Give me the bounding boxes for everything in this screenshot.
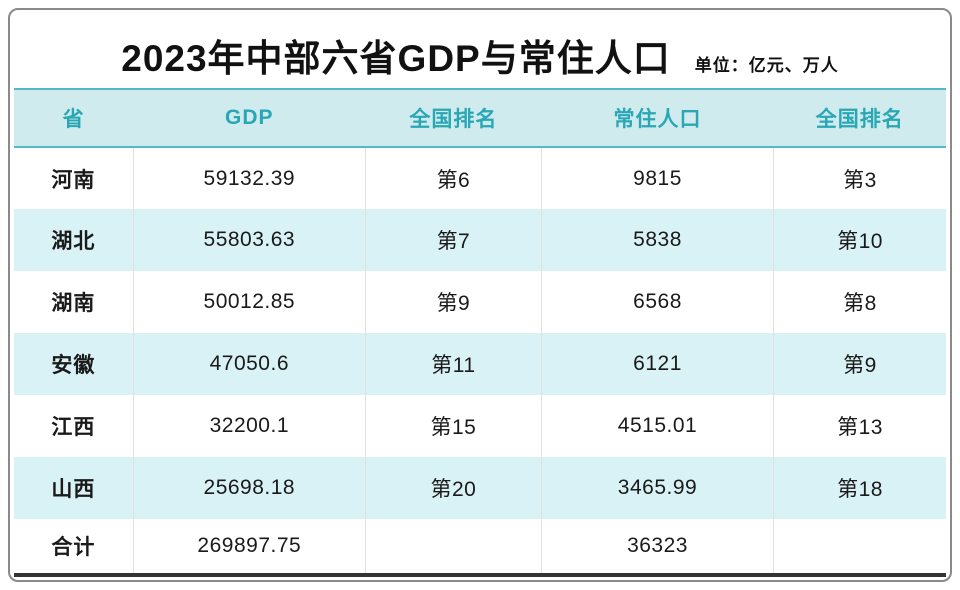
cell-province: 江西 [51, 416, 96, 439]
cell-population: 6568 [540, 271, 774, 333]
unit-note: 单位：亿元、万人 [694, 56, 839, 75]
cell-gdp: 59132.39 [132, 147, 366, 209]
cell-province: 河南 [51, 168, 96, 192]
cell-population-rank: 第18 [773, 457, 946, 519]
cell-gdp: 55803.63 [132, 209, 366, 271]
table-row: 湖南 50012.85 第9 6568 第8 [14, 271, 946, 333]
cell-gdp-rank: 第20 [364, 457, 542, 519]
cell-population: 6121 [540, 333, 774, 395]
cell-population: 4515.01 [540, 395, 774, 457]
header-gdp-rank: 全国排名 [365, 88, 542, 148]
cell-population-rank: 第9 [773, 333, 946, 395]
cell-gdp: 25698.18 [132, 457, 366, 519]
cell-gdp-rank-empty [364, 519, 542, 577]
cell-province: 湖北 [51, 230, 96, 253]
cell-gdp: 47050.6 [132, 333, 366, 395]
table-row: 山西 25698.18 第20 3465.99 第18 [14, 457, 946, 519]
header-row: 省 GDP 全国排名 常住人口 全国排名 [14, 88, 946, 148]
cell-gdp-rank: 第6 [364, 147, 542, 209]
cell-province: 安徽 [51, 354, 96, 377]
gdp-population-table: 省 GDP 全国排名 常住人口 全国排名 河南 59132.39 第6 9815… [14, 88, 946, 577]
table-row: 江西 32200.1 第15 4515.01 第13 [14, 395, 946, 457]
cell-province: 湖南 [51, 292, 96, 315]
cell-population-total: 36323 [540, 519, 774, 577]
title-bar: 2023年中部六省GDP与常住人口 单位：亿元、万人 [10, 10, 950, 88]
page-title: 2023年中部六省GDP与常住人口 [121, 38, 671, 79]
table-row-total: 合计 269897.75 36323 [14, 519, 946, 577]
header-gdp: GDP [133, 88, 366, 148]
cell-population: 5838 [540, 209, 774, 271]
cell-gdp-rank: 第11 [364, 333, 542, 395]
cell-population-rank: 第10 [773, 209, 946, 271]
cell-population-rank: 第13 [773, 395, 946, 457]
header-population: 常住人口 [541, 88, 774, 148]
cell-province: 山西 [51, 478, 96, 501]
cell-population-rank: 第3 [773, 147, 946, 209]
table-body: 河南 59132.39 第6 9815 第3 湖北 55803.63 第7 58… [14, 147, 946, 577]
table-header: 省 GDP 全国排名 常住人口 全国排名 [14, 88, 946, 148]
header-population-rank: 全国排名 [773, 88, 946, 148]
cell-population-rank: 第8 [773, 271, 946, 333]
cell-gdp-rank: 第9 [364, 271, 542, 333]
cell-gdp-rank: 第15 [364, 395, 542, 457]
table-row: 安徽 47050.6 第11 6121 第9 [14, 333, 946, 395]
cell-gdp: 32200.1 [132, 395, 366, 457]
table-row: 湖北 55803.63 第7 5838 第10 [14, 209, 946, 271]
table-row: 河南 59132.39 第6 9815 第3 [14, 147, 946, 209]
cell-population: 3465.99 [540, 457, 774, 519]
cell-total-label: 合计 [14, 519, 134, 577]
cell-gdp-rank: 第7 [364, 209, 542, 271]
cell-gdp-total: 269897.75 [132, 519, 366, 577]
cell-population-rank-empty [773, 519, 946, 577]
infographic-card: 2023年中部六省GDP与常住人口 单位：亿元、万人 省 GDP 全国排名 常住… [8, 8, 952, 582]
cell-gdp: 50012.85 [132, 271, 366, 333]
cell-population: 9815 [540, 147, 774, 209]
header-province: 省 [14, 88, 134, 148]
